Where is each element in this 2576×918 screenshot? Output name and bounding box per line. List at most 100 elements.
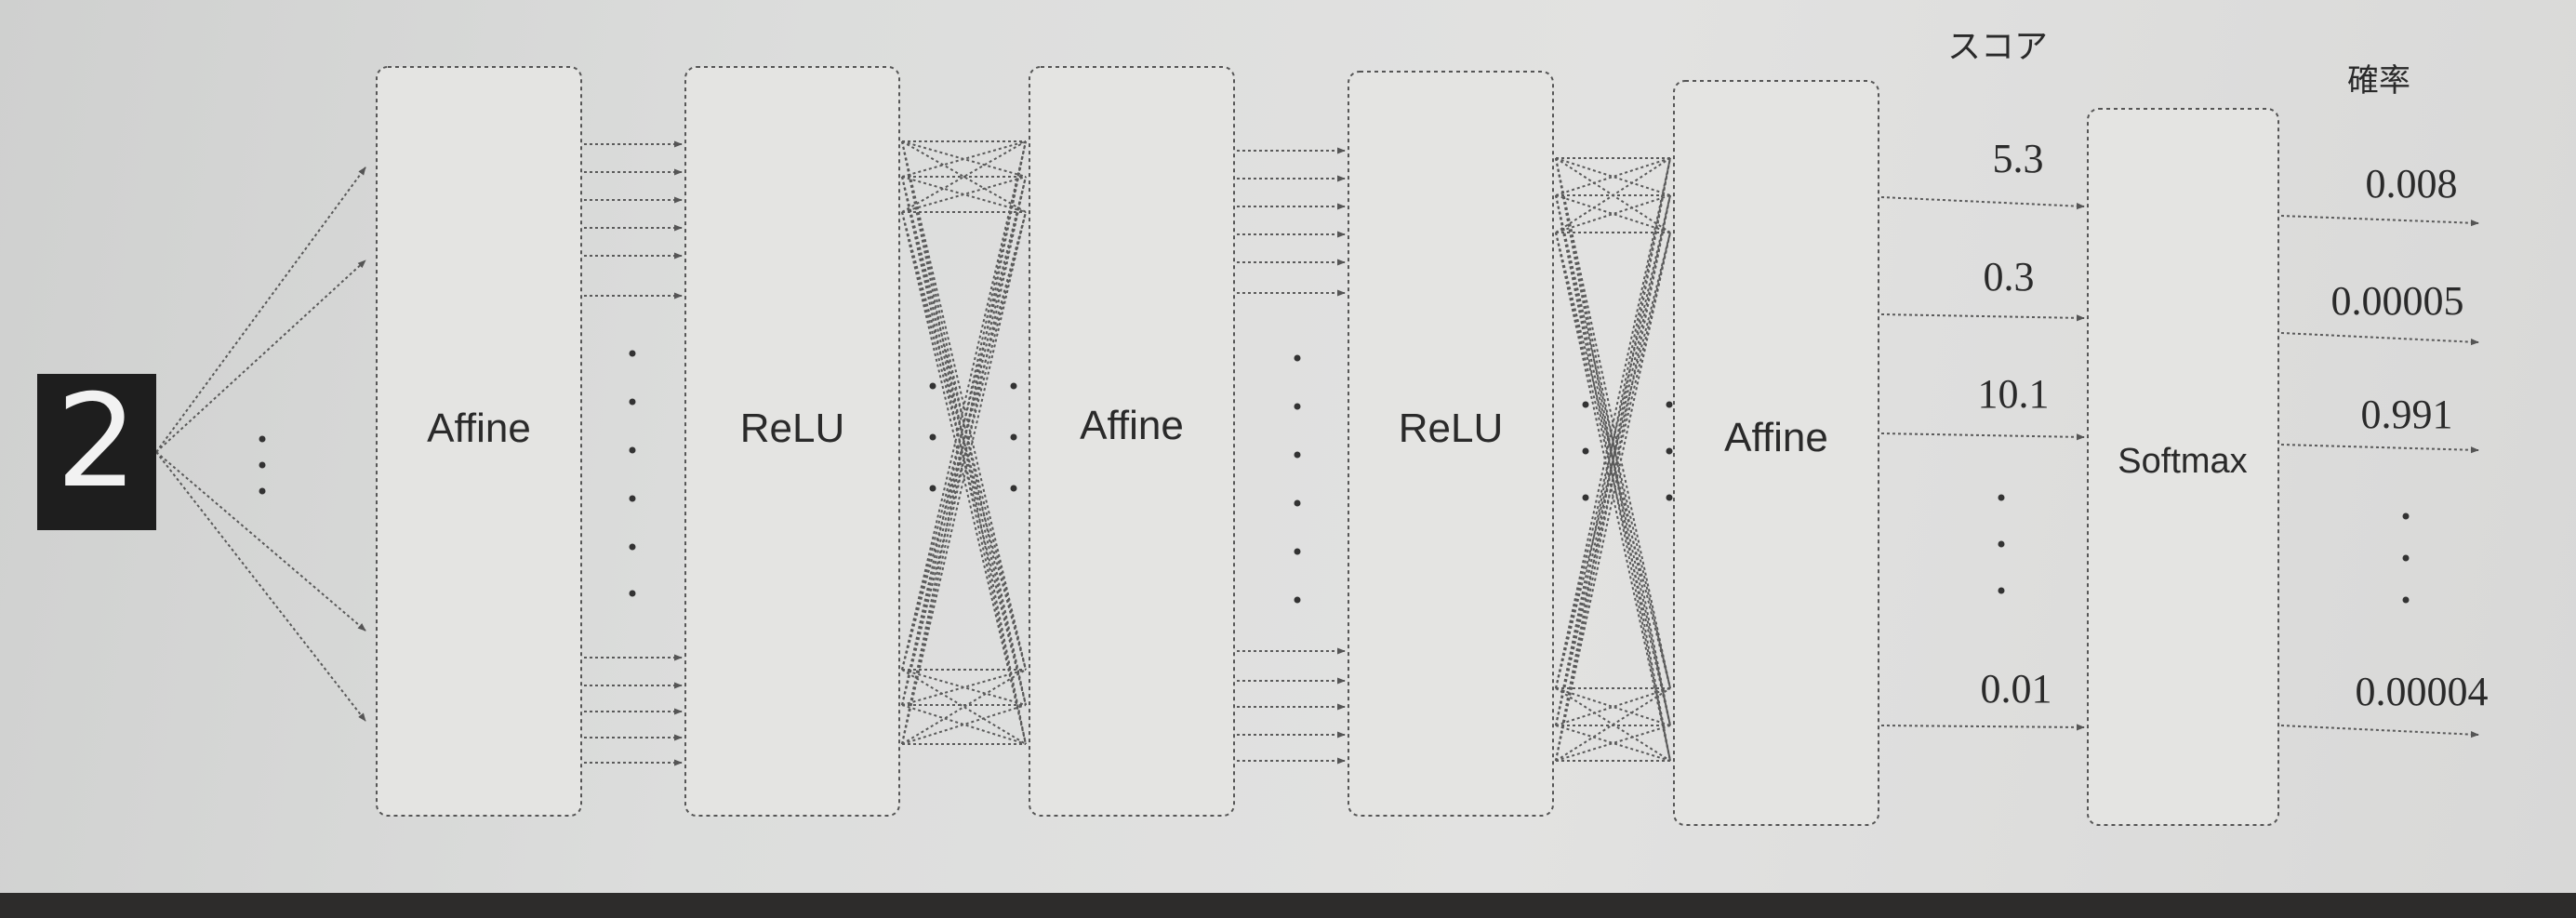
score-arrow xyxy=(1880,196,2085,210)
relu1-to-affine2-cross-line xyxy=(901,211,1027,745)
affine1-relu1-ellipsis-dot xyxy=(629,446,636,454)
relu2-to-affine3-cross-line xyxy=(1555,194,1671,762)
affine1-relu1-ellipsis-dot xyxy=(629,590,636,597)
relu2-to-affine3-cross-line xyxy=(1555,232,1671,762)
score-value-1: 5.3 xyxy=(1993,136,2044,181)
relu1-affine2-ellipsis-dot xyxy=(1010,485,1017,492)
probability-arrow xyxy=(2280,215,2479,227)
relu1-to-affine2-cross-line xyxy=(901,140,1027,213)
relu2-to-affine3-cross-line xyxy=(1555,232,1671,689)
input-connection-line xyxy=(155,451,366,632)
relu1-to-affine2-cross-line xyxy=(901,211,1027,706)
relu2-to-affine3-cross-line xyxy=(1555,194,1671,762)
relu-layer-1-box xyxy=(684,66,900,817)
probability-arrow xyxy=(2280,332,2479,346)
affine1-relu1-ellipsis-dot xyxy=(629,350,636,357)
relu1-to-affine2-cross-line xyxy=(901,669,1027,706)
affine2-relu2-ellipsis-dot xyxy=(1294,548,1301,555)
probability-value-1: 0.008 xyxy=(2366,161,2458,206)
relu1-to-affine2-cross-line xyxy=(901,140,1027,745)
input-digit-image: 2 xyxy=(37,366,156,530)
score-value-4: 0.01 xyxy=(1981,666,2052,712)
relu1-affine2-ellipsis-dot xyxy=(929,485,936,492)
relu2-to-affine3-cross-line xyxy=(1555,157,1671,726)
affine-layer-1-box xyxy=(376,66,582,817)
relu2-to-affine3-cross-line xyxy=(1555,157,1671,689)
relu1-to-affine2-cross-line xyxy=(901,211,1027,706)
relu2-to-affine3-cross-line xyxy=(1555,194,1671,689)
relu1-affine2-ellipsis-dot xyxy=(929,382,936,390)
relu1-to-affine2-cross-line xyxy=(901,176,1027,671)
relu1-affine2-ellipsis-dot xyxy=(1010,433,1017,441)
relu2-affine3-ellipsis-dot xyxy=(1666,447,1673,455)
relu1-to-affine2-cross-line xyxy=(901,176,1027,706)
relu1-affine2-ellipsis-dot xyxy=(1010,382,1017,390)
relu1-to-affine2-cross-line xyxy=(901,140,1027,178)
input-ellipsis-dot xyxy=(259,487,266,495)
relu2-to-affine3-cross-line xyxy=(1555,157,1671,726)
affine1-relu1-ellipsis-dot xyxy=(629,495,636,502)
relu1-to-affine2-cross-line xyxy=(901,140,1027,671)
relu1-to-affine2-cross-line xyxy=(901,140,1027,178)
relu2-to-affine3-cross-line xyxy=(1555,687,1671,762)
input-digit-label: 2 xyxy=(56,366,138,516)
probability-value-4: 0.00004 xyxy=(2356,669,2489,714)
affine2-relu2-ellipsis-dot xyxy=(1294,596,1301,604)
relu1-to-affine2-cross-line xyxy=(901,140,1027,671)
score-arrow xyxy=(1880,724,2085,731)
relu1-to-affine2-cross-line xyxy=(901,140,1027,213)
relu1-to-affine2-cross-line xyxy=(901,211,1027,745)
relu-layer-2-box xyxy=(1348,71,1554,817)
relu1-to-affine2-cross-line xyxy=(901,176,1027,213)
relu-layer-1-label: ReLU xyxy=(740,406,845,451)
probability-ellipsis-dot xyxy=(2402,554,2410,562)
page-bottom-edge xyxy=(0,893,2576,918)
input-connection-line xyxy=(155,166,366,453)
relu2-affine3-ellipsis-dot xyxy=(1582,494,1589,501)
score-value-2: 0.3 xyxy=(1984,254,2035,299)
affine-layer-3-label: Affine xyxy=(1724,415,1828,460)
probability-arrow xyxy=(2280,725,2479,738)
score-header: スコア xyxy=(1947,28,2048,66)
score-value-3: 10.1 xyxy=(1978,371,2050,417)
probability-ellipsis-dot xyxy=(2402,512,2410,520)
score-ellipsis-dot xyxy=(1998,494,2005,501)
affine1-relu1-ellipsis-dot xyxy=(629,398,636,406)
relu2-affine3-ellipsis-dot xyxy=(1666,401,1673,408)
relu2-affine3-ellipsis-dot xyxy=(1666,494,1673,501)
relu2-to-affine3-cross-line xyxy=(1555,157,1671,762)
probability-arrow xyxy=(2280,444,2479,454)
affine-layer-2-label: Affine xyxy=(1080,403,1184,448)
probability-header: 確率 xyxy=(2347,62,2410,100)
input-connection-line xyxy=(155,451,366,722)
affine2-relu2-ellipsis-dot xyxy=(1294,403,1301,410)
input-ellipsis-dot xyxy=(259,435,266,443)
relu2-affine3-ellipsis-dot xyxy=(1582,401,1589,408)
relu2-to-affine3-cross-line xyxy=(1555,157,1671,233)
affine-layer-1-label: Affine xyxy=(427,406,531,451)
softmax-layer-box xyxy=(2087,108,2279,826)
relu2-to-affine3-cross-line xyxy=(1555,194,1671,726)
input-connection-line xyxy=(155,259,366,453)
relu2-to-affine3-cross-line xyxy=(1555,232,1671,726)
affine2-relu2-ellipsis-dot xyxy=(1294,499,1301,507)
affine-layer-2-box xyxy=(1029,66,1235,817)
relu1-to-affine2-cross-line xyxy=(901,176,1027,706)
relu1-to-affine2-cross-line xyxy=(901,704,1027,745)
relu1-to-affine2-cross-line xyxy=(901,140,1027,706)
relu1-to-affine2-cross-line xyxy=(901,176,1027,745)
relu2-to-affine3-cross-line xyxy=(1555,157,1671,762)
relu1-to-affine2-cross-line xyxy=(901,669,1027,745)
relu2-to-affine3-cross-line xyxy=(1555,194,1671,726)
affine1-relu1-ellipsis-dot xyxy=(629,543,636,551)
probability-value-3: 0.991 xyxy=(2361,392,2453,437)
relu1-to-affine2-cross-line xyxy=(901,704,1027,745)
relu1-to-affine2-cross-line xyxy=(901,176,1027,213)
affine2-relu2-ellipsis-dot xyxy=(1294,451,1301,459)
connection-lines xyxy=(155,140,2479,766)
relu1-affine2-ellipsis-dot xyxy=(929,433,936,441)
ellipsis-dots xyxy=(259,350,2410,604)
score-ellipsis-dot xyxy=(1998,587,2005,594)
score-arrow xyxy=(1880,313,2085,322)
affine2-relu2-ellipsis-dot xyxy=(1294,354,1301,362)
